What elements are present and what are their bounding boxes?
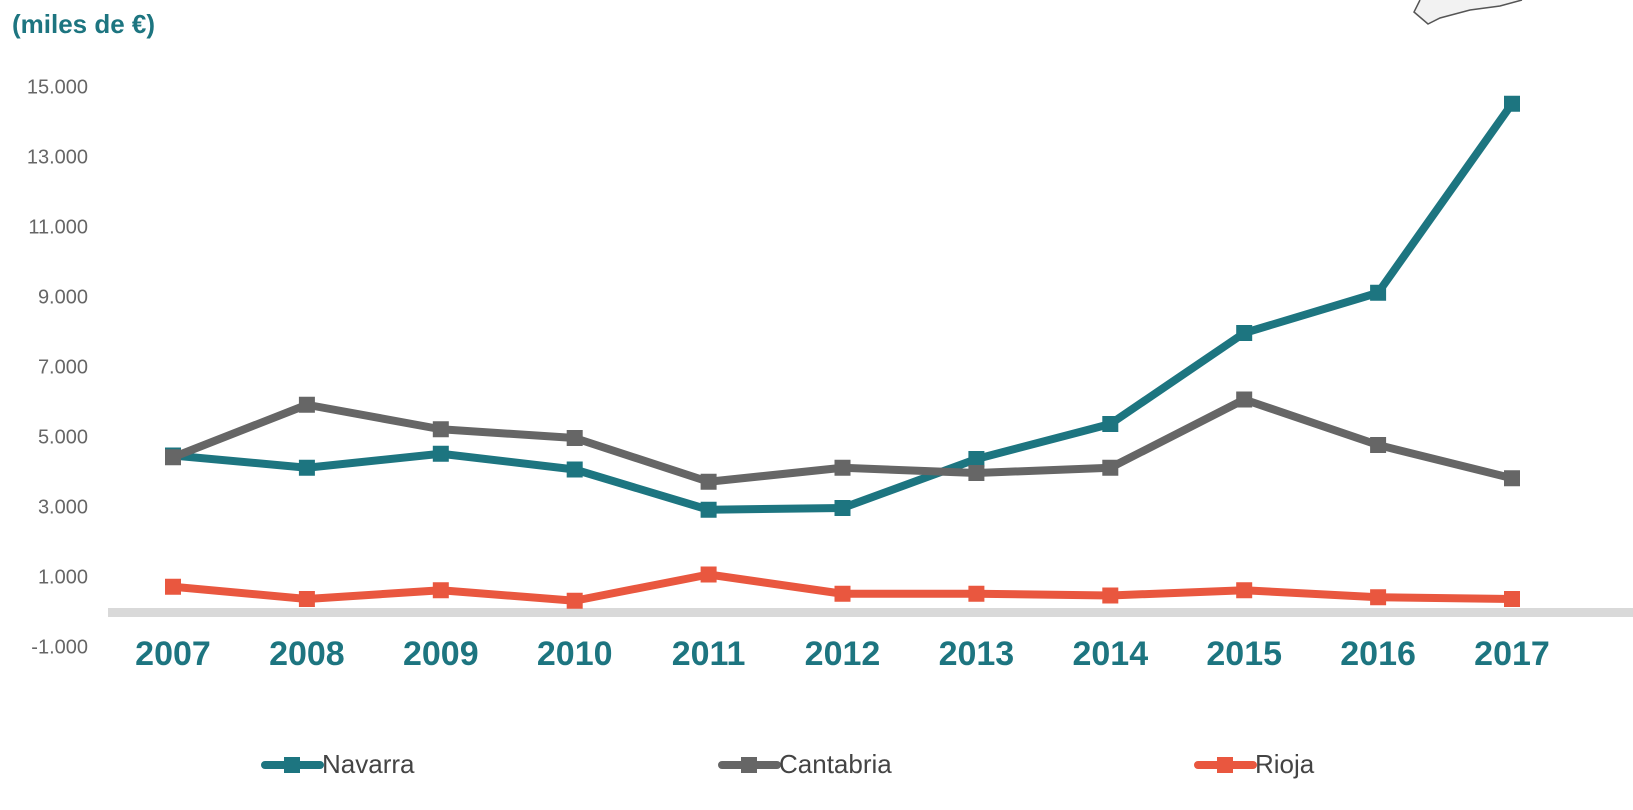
y-tick-label: 13.000 (27, 146, 88, 168)
point-marker (566, 461, 583, 478)
point-marker (566, 430, 583, 446)
x-tick-label: 2007 (135, 635, 211, 673)
point-marker (1102, 459, 1119, 476)
y-tick-label: 7.000 (38, 356, 88, 378)
legend-label: Rioja (1255, 749, 1315, 779)
x-tick-label: 2010 (537, 635, 613, 673)
zero-axis (108, 608, 1633, 617)
point-marker (968, 465, 985, 481)
point-marker (700, 566, 717, 583)
y-tick-label: 1.000 (38, 566, 88, 588)
point-marker (1102, 587, 1119, 604)
point-marker (298, 396, 315, 413)
point-marker (968, 585, 985, 602)
legend-label: Navarra (322, 749, 415, 779)
x-tick-label: 2015 (1206, 635, 1282, 673)
point-marker (1504, 95, 1520, 112)
point-marker (1370, 284, 1387, 301)
point-marker (1236, 325, 1253, 341)
chart-title: (miles de €) (12, 9, 155, 39)
point-marker (1370, 437, 1387, 453)
point-marker (834, 585, 851, 602)
x-tick-label: 2011 (672, 635, 746, 673)
x-tick-label: 2008 (269, 635, 345, 673)
legend-marker (741, 757, 757, 773)
x-tick-label: 2014 (1072, 635, 1148, 673)
y-tick-label: -1.000 (31, 636, 88, 658)
x-tick-label: 2016 (1340, 635, 1416, 673)
legend-marker (284, 757, 300, 773)
x-tick-label: 2013 (939, 635, 1015, 673)
point-marker (1370, 589, 1387, 606)
point-marker (834, 500, 851, 516)
point-marker (968, 451, 985, 467)
point-marker (1236, 582, 1253, 599)
y-tick-label: 9.000 (38, 286, 88, 308)
point-marker (1504, 470, 1520, 487)
point-marker (834, 459, 851, 476)
point-marker (700, 473, 717, 490)
legend-label: Cantabria (779, 749, 892, 779)
map-icon (1413, 0, 1523, 25)
y-tick-label: 3.000 (38, 496, 88, 518)
x-tick-label: 2012 (805, 635, 881, 673)
y-tick-label: 11.000 (28, 216, 88, 238)
x-tick-label: 2009 (403, 635, 479, 673)
point-marker (432, 582, 449, 599)
x-tick-label: 2017 (1474, 635, 1550, 673)
point-marker (1504, 591, 1520, 607)
y-tick-label: 15.000 (27, 76, 88, 98)
legend-marker (1217, 757, 1233, 773)
point-marker (700, 501, 717, 518)
point-marker (298, 591, 315, 607)
point-marker (432, 445, 449, 462)
point-marker (1236, 391, 1253, 408)
y-tick-label: 5.000 (38, 426, 88, 448)
point-marker (432, 421, 449, 438)
point-marker (165, 449, 181, 466)
point-marker (298, 459, 315, 476)
point-marker (165, 578, 181, 595)
point-marker (1102, 416, 1119, 432)
point-marker (566, 592, 583, 609)
series-line (172, 101, 1516, 514)
